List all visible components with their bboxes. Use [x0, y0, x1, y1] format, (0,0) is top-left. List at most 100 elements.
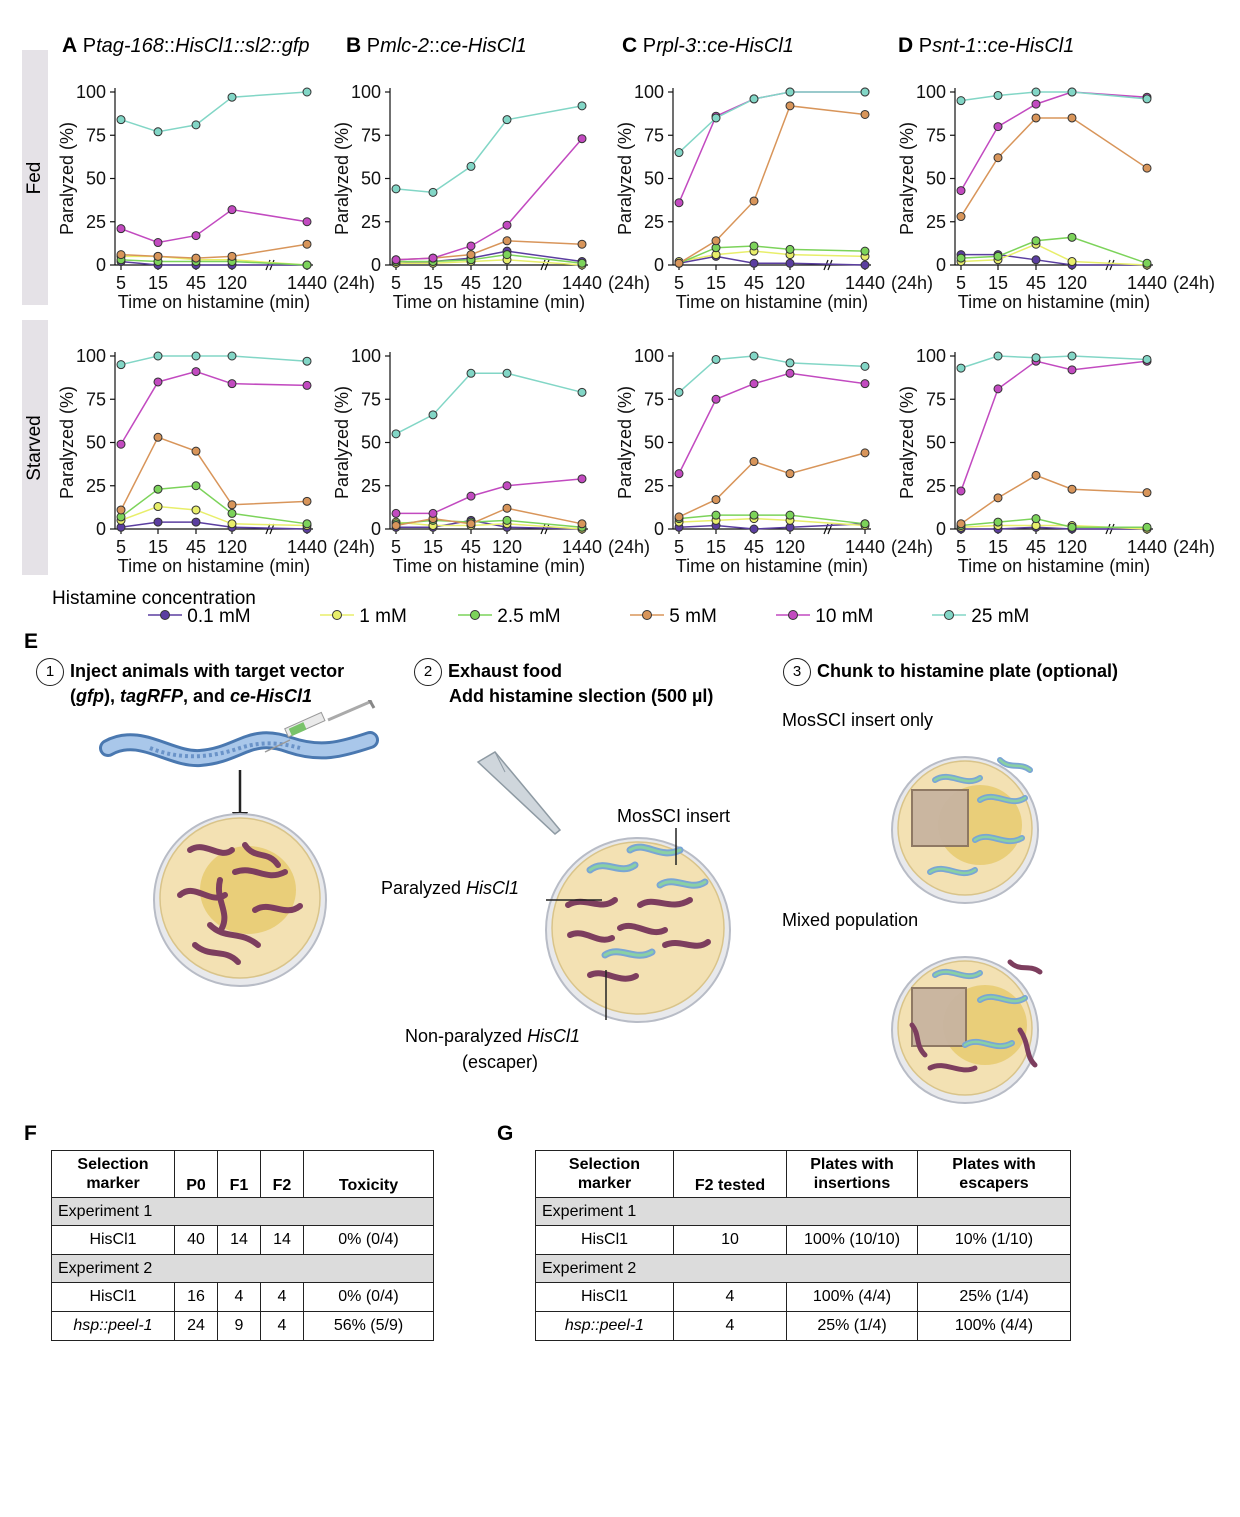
data-point: [153, 251, 163, 261]
data-point: [993, 90, 1003, 100]
data-point: [860, 519, 870, 529]
x-tick-label: 1440: [845, 273, 885, 293]
label-mixed-population: Mixed population: [782, 910, 919, 930]
label-mossci-insert: MosSCI insert: [617, 806, 731, 826]
data-point: [391, 521, 401, 531]
data-point: [1067, 484, 1077, 494]
axis-break: [544, 523, 550, 535]
legend-item-25mM: 25 mM: [932, 606, 1029, 628]
column-header: Selection marker: [535, 1150, 674, 1198]
table-header-row: Selection marker F2 tested Plates with i…: [535, 1150, 1071, 1198]
panel-title-b: B Pmlc-2::ce-HisCl1: [346, 34, 527, 57]
x-tick-label: 5: [116, 537, 126, 557]
data-point: [502, 220, 512, 230]
data-point: [993, 351, 1003, 361]
data-point: [956, 212, 966, 222]
experiment-row: Experiment 1: [51, 1197, 434, 1226]
data-point: [466, 161, 476, 171]
legend-item-10mM: 10 mM: [776, 606, 873, 628]
experiment-row: Experiment 2: [51, 1254, 434, 1283]
data-point: [1067, 365, 1077, 375]
y-tick-label: 75: [361, 389, 381, 409]
data-point: [191, 481, 201, 491]
x-tick-label: 5: [956, 273, 966, 293]
series-line: [120, 370, 308, 445]
data-point: [749, 196, 759, 206]
pipette-icon: [476, 751, 562, 835]
axis-break: [265, 523, 271, 535]
data-point: [785, 258, 795, 268]
series-line: [960, 360, 1148, 492]
data-point: [1142, 354, 1152, 364]
x-axis-label: Time on histamine (min): [958, 292, 1150, 312]
table-cell: 0% (0/4): [303, 1282, 434, 1312]
table-row: HisCl1 40 14 14 0% (0/4): [51, 1225, 434, 1255]
table-cell: HisCl1: [51, 1225, 175, 1255]
x-axis-label: Time on histamine (min): [118, 556, 310, 576]
table-row: HisCl1 4 100% (4/4) 25% (1/4): [535, 1282, 1071, 1312]
y-tick-label: 0: [654, 519, 664, 539]
data-point: [1067, 522, 1077, 532]
y-tick-label: 75: [644, 389, 664, 409]
data-point: [1142, 163, 1152, 173]
y-tick-label: 50: [361, 169, 381, 189]
x-tick-label: 1440: [1127, 537, 1167, 557]
data-point: [302, 217, 312, 227]
x-tick-label: 5: [391, 537, 401, 557]
experiment-label: Experiment 1: [51, 1197, 434, 1226]
data-point: [785, 368, 795, 378]
data-point: [993, 251, 1003, 261]
petri-dish-icon: [545, 828, 731, 1023]
data-point: [749, 94, 759, 104]
data-point: [674, 387, 684, 397]
y-tick-label: 100: [916, 82, 946, 102]
data-point: [227, 508, 237, 518]
data-point: [711, 394, 721, 404]
y-axis-label: Paralyzed (%): [57, 122, 77, 235]
x-axis-label: Time on histamine (min): [393, 292, 585, 312]
table-cell: HisCl1: [535, 1225, 674, 1255]
data-point: [993, 153, 1003, 163]
table-cell: 25% (1/4): [917, 1282, 1071, 1312]
y-tick-label: 0: [96, 255, 106, 275]
data-point: [302, 260, 312, 270]
x-tick-label: 45: [461, 537, 481, 557]
data-point: [153, 127, 163, 137]
x-tick-suffix: (24h): [608, 273, 650, 293]
axis-break: [827, 259, 833, 271]
data-point: [227, 500, 237, 510]
series-line: [960, 474, 1148, 525]
series-line: [120, 484, 308, 525]
y-tick-label: 50: [926, 169, 946, 189]
legend-item-2.5mM: 2.5 mM: [458, 606, 561, 628]
x-tick-label: 15: [988, 537, 1008, 557]
y-tick-label: 75: [86, 125, 106, 145]
data-point: [391, 429, 401, 439]
x-axis-label: Time on histamine (min): [118, 292, 310, 312]
data-point: [1031, 87, 1041, 97]
x-tick-label: 15: [988, 273, 1008, 293]
series-line: [396, 478, 583, 515]
x-axis-label: Time on histamine (min): [393, 556, 585, 576]
data-point: [116, 439, 126, 449]
row-label-fed-bar: Fed: [22, 50, 48, 305]
x-tick-suffix: (24h): [891, 273, 933, 293]
x-axis-label: Time on histamine (min): [958, 556, 1150, 576]
y-tick-label: 50: [361, 433, 381, 453]
y-axis-label: Paralyzed (%): [332, 386, 352, 499]
data-point: [153, 517, 163, 527]
data-point: [577, 519, 587, 529]
table-cell: 10: [673, 1225, 787, 1255]
data-point: [956, 519, 966, 529]
data-point: [153, 377, 163, 387]
data-point: [466, 491, 476, 501]
data-point: [674, 469, 684, 479]
data-point: [674, 258, 684, 268]
data-point: [116, 115, 126, 125]
series-line: [678, 245, 866, 264]
x-tick-suffix: (24h): [1173, 537, 1215, 557]
table-cell: 25% (1/4): [786, 1311, 918, 1341]
legend-marker: [630, 610, 664, 620]
y-tick-label: 75: [644, 125, 664, 145]
table-cell: 9: [217, 1311, 261, 1341]
